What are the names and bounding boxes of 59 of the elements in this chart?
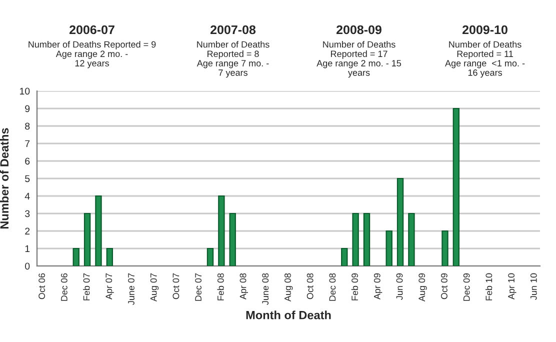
y-tick-label: 10 — [20, 88, 30, 95]
bar — [452, 108, 460, 266]
y-tick-label: 4 — [24, 192, 30, 200]
x-tick-label: Aug 09 — [418, 273, 427, 302]
y-tick-label: 8 — [25, 122, 30, 130]
x-tick-label: Feb 10 — [485, 273, 492, 300]
x-tick-label: Apr 08 — [240, 273, 248, 300]
text: Number of Deaths Reported = 17 Age range 2 mo. - 15 years — [316, 41, 402, 78]
x-tick-label: Feb 07 — [83, 273, 90, 300]
x-tick-label: Apr 09 — [374, 273, 382, 300]
text: 2007-08 — [210, 25, 256, 34]
bar — [341, 248, 348, 266]
bar — [386, 230, 392, 266]
bar — [84, 212, 91, 266]
x-tick-label: Aug 08 — [284, 273, 293, 302]
y-axis-title: Number of Deaths — [0, 128, 9, 229]
x-tick-label: Oct 08 — [306, 273, 314, 300]
bar — [408, 212, 415, 266]
y-tick-label: 3 — [25, 210, 30, 218]
text: Number of Deaths Reported = 8 Age range 7 mo. - 7 years — [196, 41, 270, 78]
y-tick-label: 0 — [25, 262, 30, 270]
bar — [218, 195, 225, 266]
x-tick-label: Oct 06 — [38, 273, 46, 300]
y-tick-label: 2 — [25, 228, 30, 235]
bar — [72, 248, 80, 266]
x-tick-label: Dec 08 — [329, 273, 336, 301]
x-tick-label: Aug 07 — [150, 273, 159, 302]
bar — [363, 212, 370, 266]
x-tick-label: Jun 09 — [396, 273, 403, 300]
x-tick-label: June 07 — [128, 273, 134, 305]
x-axis-title: Month of Death — [246, 310, 331, 320]
text: Number of Deaths Reported = 11 Age range <1 mo. - 16 years — [445, 41, 525, 78]
text: Number of Deaths Reported = 9 Age range 2 mo. - 12 years — [28, 41, 156, 68]
y-tick-label: 1 — [25, 245, 30, 252]
x-tick-label: Dec 07 — [195, 273, 202, 301]
y-tick-label: 9 — [25, 105, 30, 112]
x-tick-label: Oct 09 — [441, 273, 448, 300]
y-tick-label: 7 — [25, 140, 30, 148]
x-tick-label: Feb 08 — [217, 273, 224, 300]
x-tick-label: Apr 10 — [508, 273, 516, 300]
y-tick-label: 6 — [25, 158, 30, 165]
x-tick-label: Jun 10 — [530, 273, 537, 300]
y-tick-label: 5 — [25, 175, 30, 182]
bar — [106, 248, 114, 266]
text: 2009-10 — [462, 25, 508, 34]
x-tick-label: Oct 07 — [172, 273, 180, 300]
text: 2008-09 — [336, 25, 382, 34]
x-tick-label: Dec 09 — [463, 273, 470, 301]
x-tick-label: June 08 — [262, 273, 269, 305]
bar — [442, 230, 448, 266]
bar — [396, 178, 404, 266]
bar — [352, 212, 359, 266]
bar — [95, 195, 102, 266]
bar — [229, 212, 236, 266]
x-tick-label: Apr 07 — [106, 273, 114, 300]
text: 2006-07 — [70, 25, 114, 34]
bar — [206, 248, 214, 266]
x-tick-label: Feb 09 — [351, 273, 358, 300]
x-tick-label: Dec 06 — [60, 273, 68, 301]
